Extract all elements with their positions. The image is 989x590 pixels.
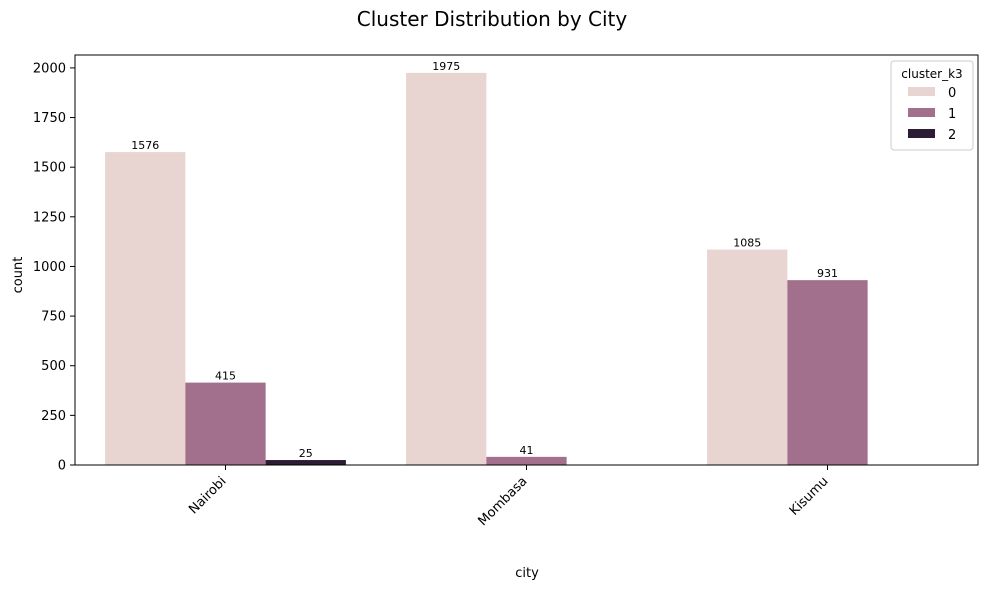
bar-mombasa-cluster-1 <box>486 456 567 465</box>
y-tick-label: 2000 <box>33 61 66 76</box>
y-tick-label: 250 <box>41 409 66 424</box>
bar-mombasa-cluster-0 <box>406 72 487 465</box>
data-label: 1576 <box>131 139 159 152</box>
y-axis-label: count <box>11 257 26 294</box>
chart-title: Cluster Distribution by City <box>357 7 628 31</box>
y-axis: 0 250 500 750 1000 1250 1500 1750 2000 <box>33 61 75 474</box>
legend-title: cluster_k3 <box>901 67 962 81</box>
y-tick-label: 1750 <box>33 111 66 126</box>
data-label: 41 <box>520 444 534 457</box>
data-label: 1085 <box>733 237 761 250</box>
legend-swatch-cluster-0 <box>908 87 935 96</box>
data-label: 931 <box>817 267 838 280</box>
data-labels-layer: 1576 1975 1085 415 41 931 25 <box>131 60 838 460</box>
bar-nairobi-cluster-1 <box>185 382 266 465</box>
plot-frame <box>74 54 979 466</box>
data-label: 25 <box>299 447 313 460</box>
x-tick-label: Nairobi <box>186 474 229 517</box>
x-tick-label: Mombasa <box>475 474 530 529</box>
legend-box <box>890 60 974 151</box>
bar-kisumu-cluster-1 <box>787 280 868 465</box>
data-label: 1975 <box>432 60 460 73</box>
legend-label: 2 <box>948 128 956 143</box>
legend-label: 0 <box>948 86 956 101</box>
legend-swatch-cluster-2 <box>908 129 935 138</box>
y-tick-label: 1000 <box>33 260 66 275</box>
legend-label: 1 <box>948 107 956 122</box>
y-tick-label: 1500 <box>33 161 66 176</box>
y-tick-label: 750 <box>41 310 66 325</box>
x-axis: Nairobi Mombasa Kisumu <box>186 465 832 529</box>
data-label: 415 <box>215 370 236 383</box>
legend-swatch-cluster-1 <box>908 108 935 117</box>
legend: cluster_k3 0 1 2 <box>890 60 974 151</box>
bars-layer <box>105 72 868 465</box>
x-tick-label: Kisumu <box>787 474 832 519</box>
y-tick-label: 0 <box>58 459 66 474</box>
y-tick-label: 500 <box>41 359 66 374</box>
bar-nairobi-cluster-0 <box>105 152 186 465</box>
bar-nairobi-cluster-2 <box>265 460 346 465</box>
bar-kisumu-cluster-0 <box>707 249 788 465</box>
x-axis-label: city <box>515 566 539 581</box>
legend-entries: 0 1 2 <box>908 86 956 143</box>
y-tick-label: 1250 <box>33 210 66 225</box>
